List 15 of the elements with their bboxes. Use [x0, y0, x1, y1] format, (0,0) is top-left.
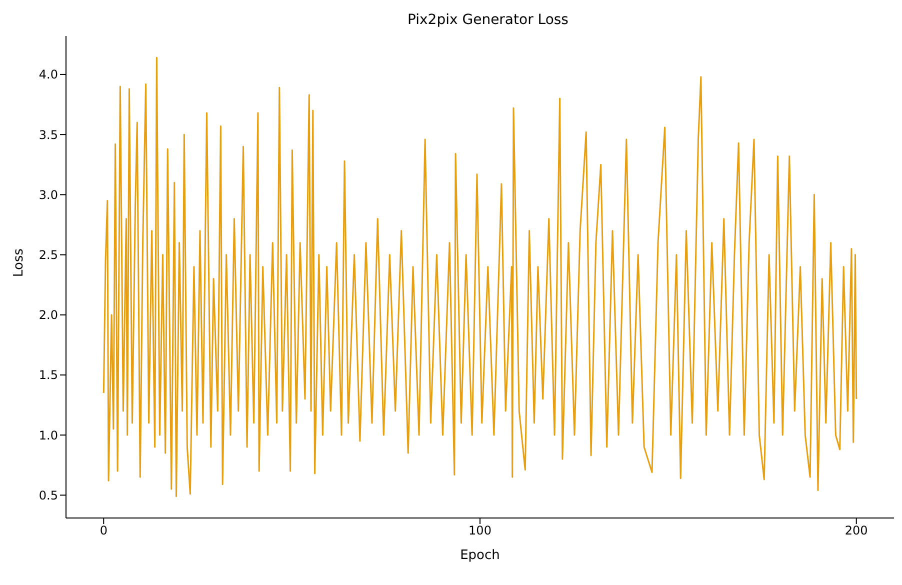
chart-title: Pix2pix Generator Loss [406, 11, 570, 28]
y-tick-label: 3.5 [38, 128, 58, 142]
y-tick-label: 1.0 [38, 428, 58, 442]
x-axis-title: Epoch [460, 548, 500, 563]
y-tick-label: 0.5 [38, 488, 58, 502]
x-tick-label: 100 [468, 524, 492, 538]
y-tick-label: 2.0 [38, 308, 58, 322]
x-tick-label: 200 [844, 524, 868, 538]
y-tick-label: 2.5 [38, 248, 58, 262]
y-tick-label: 3.0 [38, 188, 58, 202]
y-axis-title: Loss [12, 248, 27, 277]
y-tick-label: 1.5 [38, 368, 58, 382]
x-tick-label: 0 [100, 524, 108, 538]
line-series [102, 56, 858, 498]
y-tick-label: 4.0 [38, 68, 58, 82]
